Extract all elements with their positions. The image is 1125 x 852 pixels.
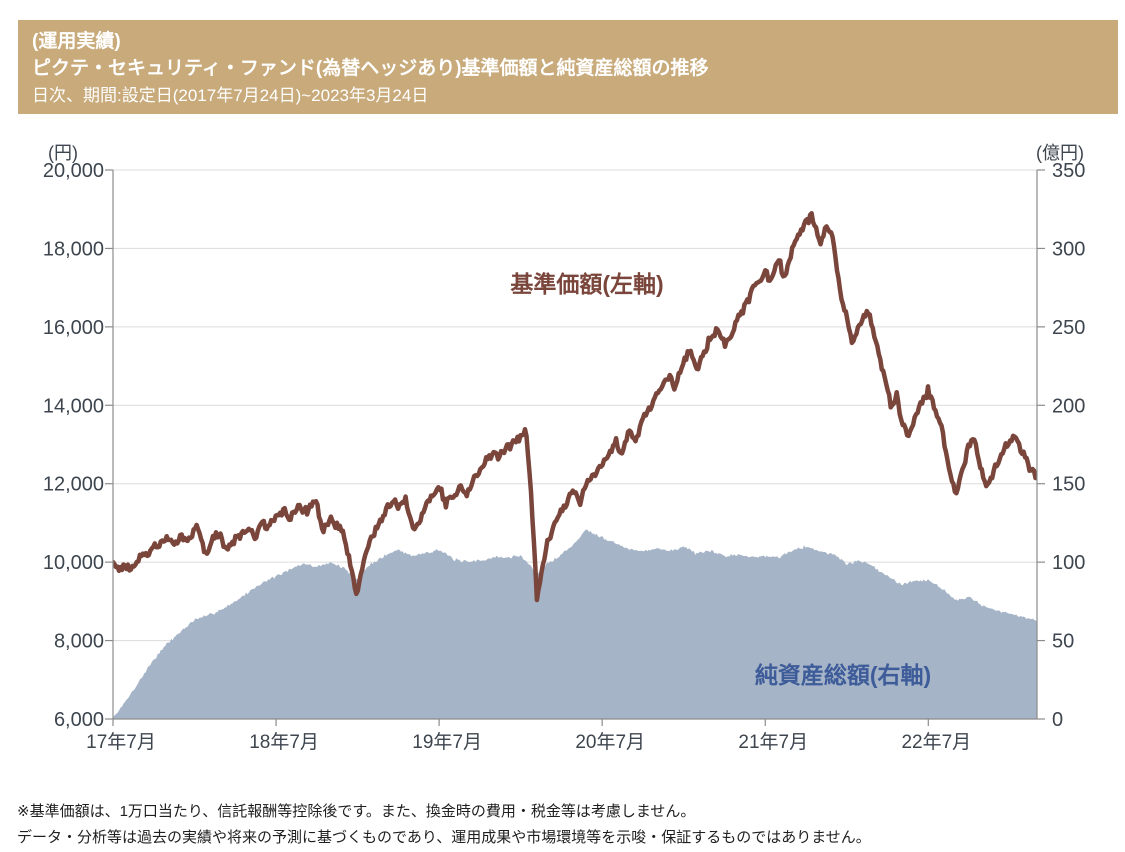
x-axis-tick-label: 19年7月: [412, 731, 482, 753]
left-axis-tick-label: 18,000: [43, 238, 104, 260]
left-axis-unit-label: (円): [48, 143, 78, 163]
left-axis-tick-label: 6,000: [54, 709, 104, 731]
right-axis-tick-label: 250: [1052, 317, 1085, 339]
right-axis-unit-label: (億円): [1036, 143, 1084, 163]
right-axis-tick-label: 200: [1052, 395, 1085, 417]
nav-line-path: [113, 211, 1037, 603]
net-assets-series-label: 純資産総額(右軸): [755, 662, 931, 688]
footnote-nav-basis: ※基準価額は、1万口当たり、信託報酬等控除後です。また、換金時の費用・税金等は考…: [17, 803, 696, 820]
right-axis-tick-label: 300: [1052, 238, 1085, 260]
x-axis-tick-label: 17年7月: [86, 731, 156, 753]
footnote-disclaimer: データ・分析等は過去の実績や将来の予測に基づくものであり、運用成果や市場環境等を…: [17, 829, 871, 846]
x-axis-tick-label: 20年7月: [575, 731, 645, 753]
page-title: ピクテ・セキュリティ・ファンド(為替ヘッジあり)基準価額と純資産総額の推移: [32, 58, 709, 79]
period-subtitle: 日次、期間:設定日(2017年7月24日)~2023年3月24日: [32, 86, 429, 105]
axes: [105, 169, 1045, 726]
x-axis-tick-label: 21年7月: [738, 731, 808, 753]
right-axis-tick-label: 100: [1052, 552, 1085, 574]
left-axis-tick-label: 14,000: [43, 395, 104, 417]
footnotes: ※基準価額は、1万口当たり、信託報酬等控除後です。また、換金時の費用・税金等は考…: [17, 799, 1117, 851]
x-axis-tick-label: 22年7月: [901, 731, 971, 753]
net-assets-area: [113, 529, 1037, 719]
nav-line: [113, 211, 1037, 603]
right-axis-tick-label: 350: [1052, 160, 1085, 182]
right-axis-tick-label: 150: [1052, 474, 1085, 496]
net-assets-area-path: [113, 529, 1037, 719]
right-axis-tick-label: 0: [1052, 709, 1063, 731]
header-band: (運用実績) ピクテ・セキュリティ・ファンド(為替ヘッジあり)基準価額と純資産総…: [18, 20, 1118, 114]
x-axis-tick-label: 18年7月: [249, 731, 319, 753]
left-axis-tick-label: 16,000: [43, 317, 104, 339]
left-axis-tick-label: 10,000: [43, 552, 104, 574]
left-axis-tick-label: 20,000: [43, 160, 104, 182]
axis-labels: 20,000 18,000 16,000 14,000 12,000 10,000 8,00…: [43, 143, 1086, 753]
nav-series-label: 基準価額(左軸): [510, 271, 663, 297]
left-axis-tick-label: 8,000: [54, 631, 104, 653]
right-axis-tick-label: 50: [1052, 631, 1074, 653]
left-axis-tick-label: 12,000: [43, 474, 104, 496]
header-kicker: (運用実績): [32, 31, 121, 52]
